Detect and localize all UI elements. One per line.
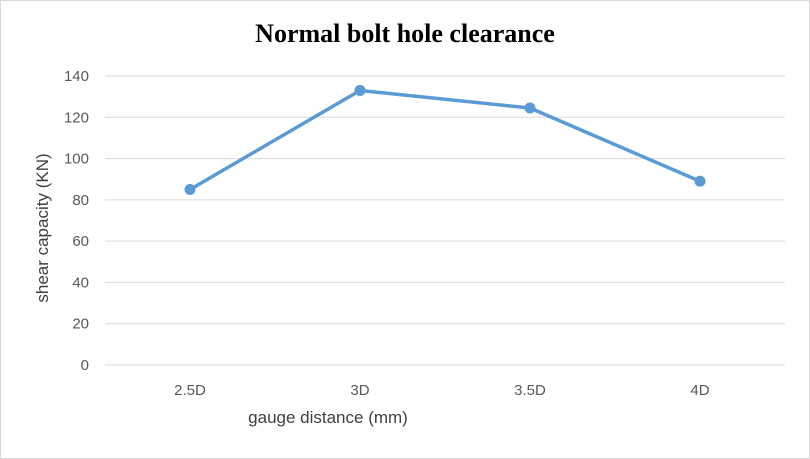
data-point (524, 102, 536, 114)
series-layer (184, 84, 706, 196)
chart-title: Normal bolt hole clearance (255, 19, 555, 48)
x-tick-label: 3.5D (514, 382, 546, 399)
data-point (354, 84, 366, 96)
series-line (188, 88, 702, 192)
gridlines (105, 75, 785, 366)
y-tick-label: 40 (72, 274, 89, 291)
data-point (184, 184, 196, 196)
y-tick-label: 120 (64, 109, 89, 126)
y-tick-label: 20 (72, 316, 89, 333)
y-axis-title: shear capacity (KN) (33, 153, 52, 302)
y-tick-label: 0 (81, 357, 89, 374)
x-tick-label: 4D (690, 382, 709, 399)
data-point (694, 175, 706, 187)
x-axis-title: gauge distance (mm) (248, 408, 408, 427)
x-tick-label: 3D (350, 382, 369, 399)
y-tick-label: 100 (64, 151, 89, 168)
x-tick-label: 2.5D (174, 382, 206, 399)
y-tick-label: 140 (64, 68, 89, 85)
x-axis-ticks: 2.5D 3D 3.5D 4D (174, 382, 710, 399)
y-tick-label: 80 (72, 192, 89, 209)
y-tick-label: 60 (72, 233, 89, 250)
y-axis-ticks: 0 20 40 60 80 100 120 140 (64, 68, 89, 374)
